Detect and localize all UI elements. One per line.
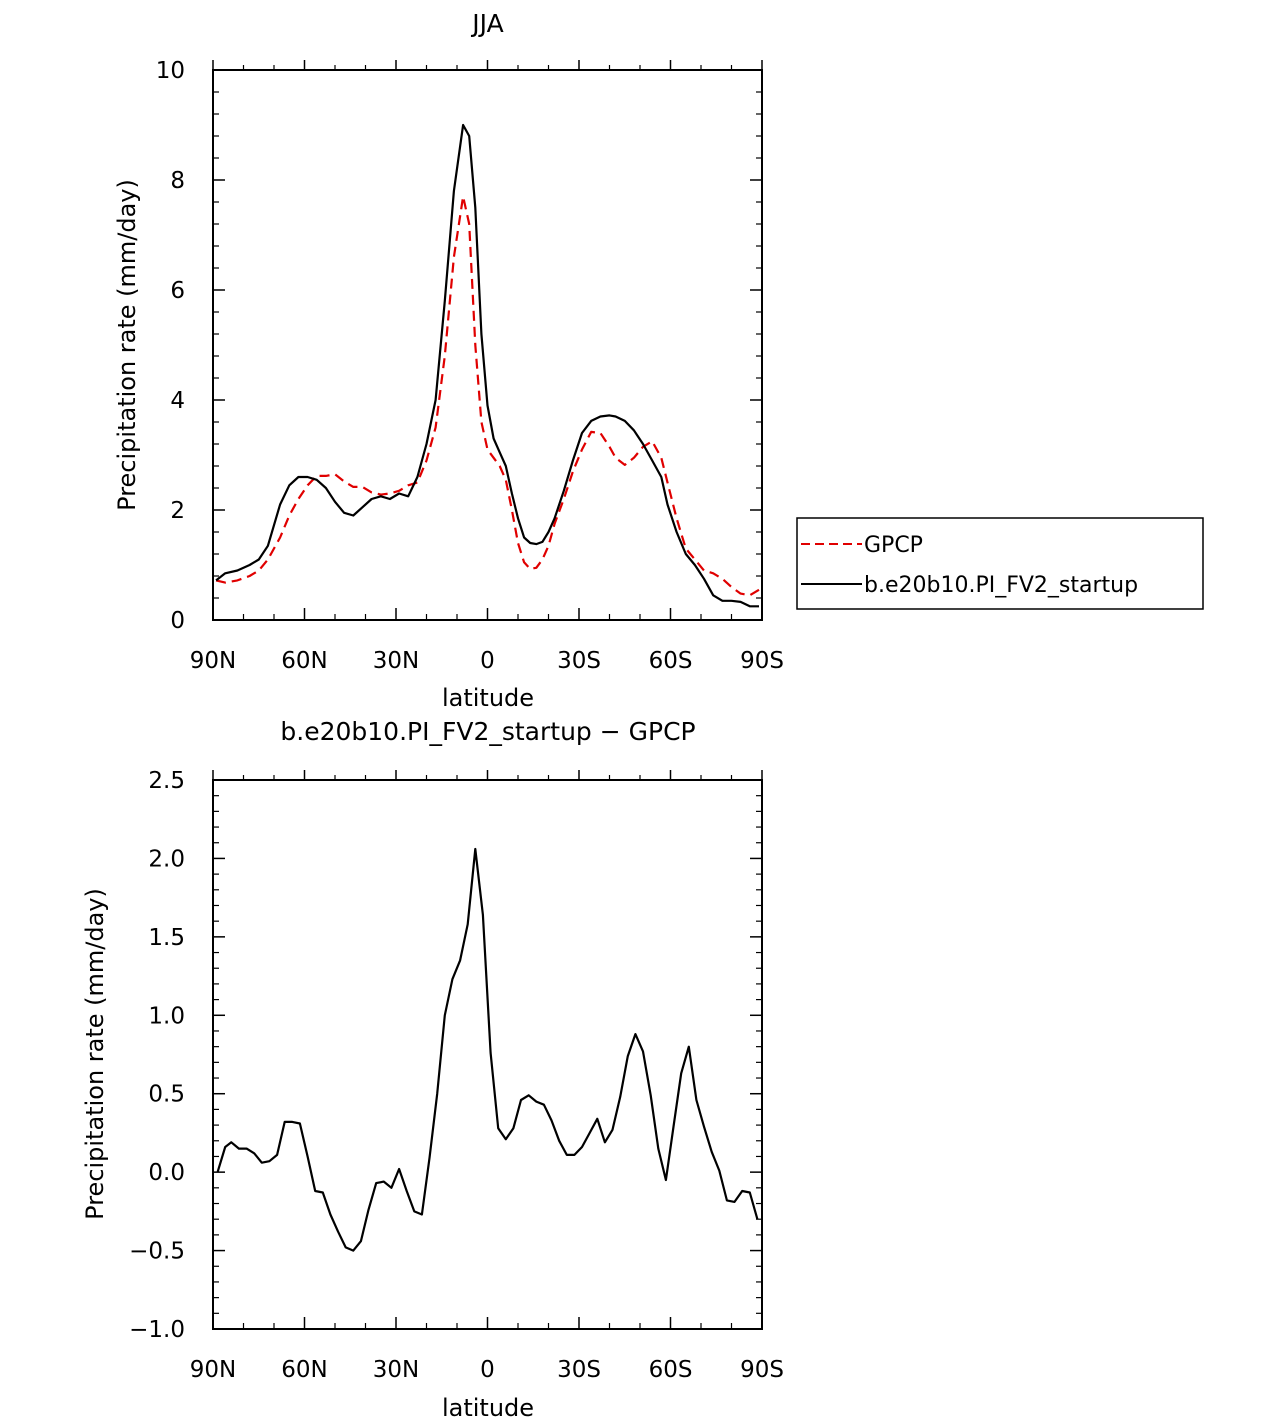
y-tick-label: 0.5 [148, 1082, 185, 1108]
chart-difference: b.e20b10.PI_FV2_startup − GPCP 90N 60N 30N… [81, 717, 784, 1422]
legend: GPCP b.e20b10.PI_FV2_startup [796, 517, 1204, 610]
series-line-b-e20b10-pi-fv2-startup [215, 123, 759, 608]
x-tick-label: 90S [740, 648, 784, 674]
legend-frame [796, 517, 1204, 610]
y-axis-label: Precipitation rate (mm/day) [113, 179, 141, 511]
chart-title: b.e20b10.PI_FV2_startup − GPCP [280, 717, 695, 746]
y-axis-label: Precipitation rate (mm/day) [81, 888, 109, 1220]
x-tick-label: 0 [480, 648, 495, 674]
plot-frame [212, 69, 763, 621]
x-tick-label: 90N [190, 648, 236, 674]
legend-label-model: b.e20b10.PI_FV2_startup [864, 573, 1138, 598]
y-tick-label: 0.0 [148, 1160, 185, 1186]
tick-layer [212, 770, 763, 1330]
x-tick-label: 60S [649, 1357, 693, 1383]
y-tick-label: 2.5 [148, 768, 185, 794]
x-tick-label: 60N [281, 1357, 327, 1383]
x-tick-label: 30N [373, 1357, 419, 1383]
tick-label-layer: 90N 60N 30N 0 30S 60S 90S 0 2 4 6 8 10 [156, 58, 784, 674]
y-tick-label: 2 [170, 498, 185, 524]
y-tick-label: 10 [156, 58, 185, 84]
x-axis-label: latitude [442, 1394, 534, 1422]
tick-label-layer: 90N 60N 30N 0 30S 60S 90S −1.0 −0.5 0.0 0.5 1.0 1.5 2… [129, 768, 784, 1383]
y-tick-label: −0.5 [129, 1239, 185, 1265]
legend-label-gpcp: GPCP [864, 533, 923, 558]
y-tick-label: 6 [170, 278, 185, 304]
series-layer [215, 123, 760, 608]
series-layer [216, 847, 759, 1252]
x-tick-label: 60N [281, 648, 327, 674]
y-tick-label: 2.0 [148, 846, 185, 872]
y-tick-label: −1.0 [129, 1317, 185, 1343]
chart-title: JJA [470, 9, 503, 38]
x-tick-label: 60S [649, 648, 693, 674]
x-tick-label: 30S [557, 1357, 601, 1383]
y-tick-label: 1.5 [148, 925, 185, 951]
x-tick-label: 30N [373, 648, 419, 674]
x-tick-label: 90N [190, 1357, 236, 1383]
x-tick-label: 0 [480, 1357, 495, 1383]
y-tick-label: 4 [170, 388, 185, 414]
series-line-gpcp [215, 195, 760, 597]
y-tick-label: 8 [170, 168, 185, 194]
y-tick-label: 1.0 [148, 1003, 185, 1029]
x-tick-label: 90S [740, 1357, 784, 1383]
plot-frame [212, 779, 763, 1330]
tick-layer [212, 60, 763, 621]
y-tick-label: 0 [170, 608, 185, 634]
series-line-difference [216, 847, 759, 1252]
x-tick-label: 30S [557, 648, 601, 674]
x-axis-label: latitude [442, 684, 534, 712]
